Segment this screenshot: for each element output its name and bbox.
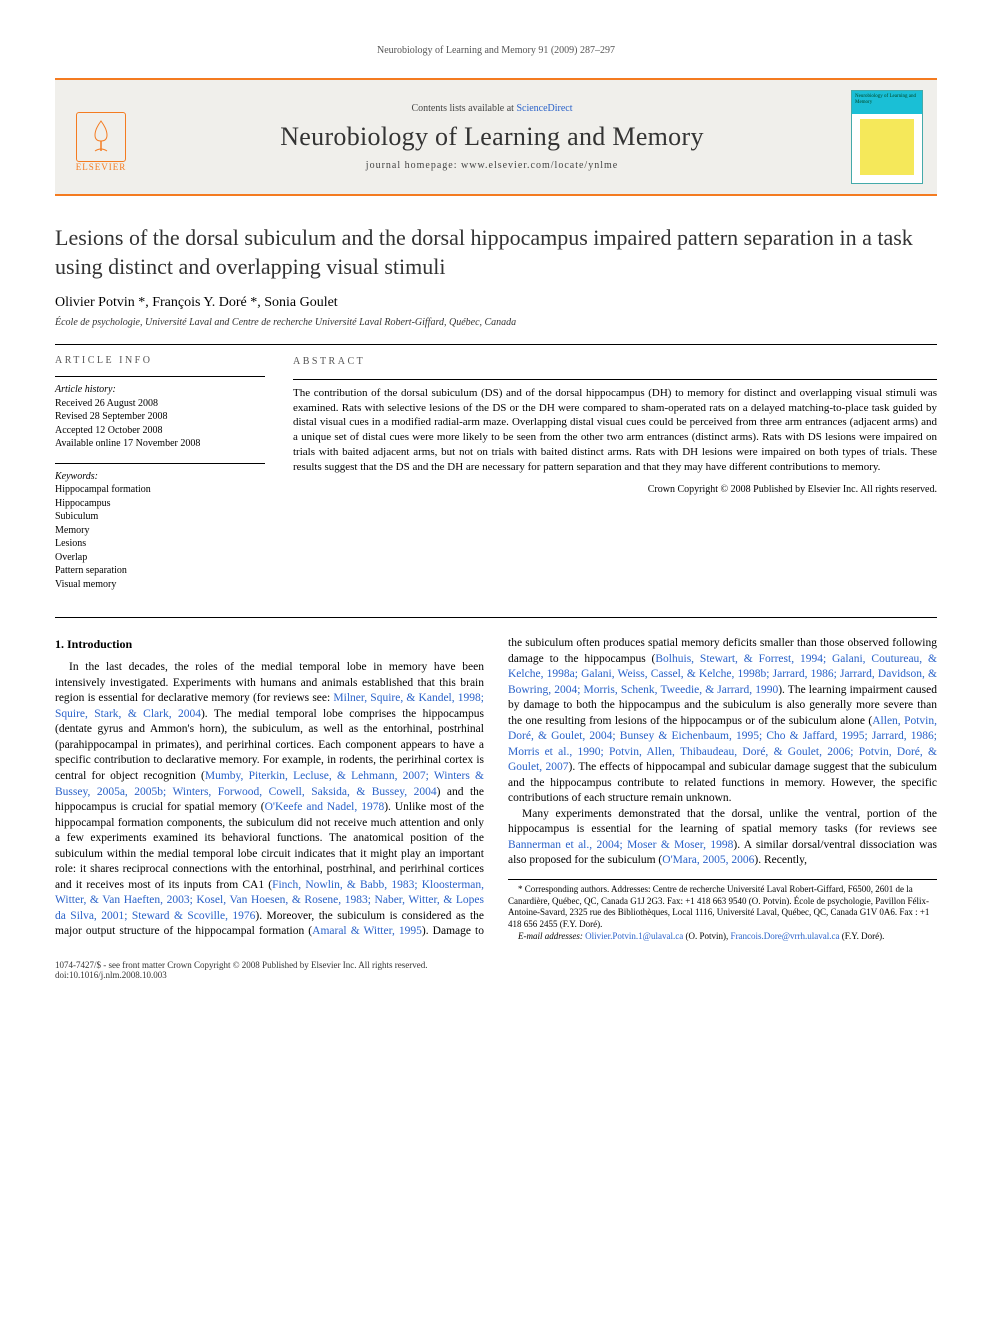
body-text: ). Recently, bbox=[754, 854, 807, 866]
section-rule bbox=[55, 617, 937, 618]
contents-prefix: Contents lists available at bbox=[411, 103, 516, 114]
keyword: Visual memory bbox=[55, 578, 265, 592]
history-line: Revised 28 September 2008 bbox=[55, 410, 265, 424]
article-body: 1. Introduction In the last decades, the… bbox=[55, 636, 937, 942]
citation-link[interactable]: O'Mara, 2005, 2006 bbox=[662, 854, 754, 866]
abstract-label: ABSTRACT bbox=[293, 355, 937, 369]
history-head: Article history: bbox=[55, 383, 265, 397]
journal-cover-thumb: Neurobiology of Learning and Memory bbox=[851, 90, 923, 184]
email-who: (F.Y. Doré). bbox=[839, 931, 884, 941]
corresponding-author-footnote: * Corresponding authors. Addresses: Cent… bbox=[508, 879, 937, 942]
cover-title: Neurobiology of Learning and Memory bbox=[855, 94, 919, 105]
cover-art-icon bbox=[860, 119, 914, 175]
issn-line: 1074-7427/$ - see front matter Crown Cop… bbox=[55, 960, 937, 970]
bottom-meta: 1074-7427/$ - see front matter Crown Cop… bbox=[55, 960, 937, 980]
author-list: Olivier Potvin *, François Y. Doré *, So… bbox=[55, 295, 937, 311]
masthead-center: Contents lists available at ScienceDirec… bbox=[147, 103, 837, 171]
citation-link[interactable]: Amaral & Witter, 1995 bbox=[312, 925, 422, 937]
keyword: Memory bbox=[55, 524, 265, 538]
abstract-copyright: Crown Copyright © 2008 Published by Else… bbox=[293, 483, 937, 497]
article-history: Article history: Received 26 August 2008… bbox=[55, 383, 265, 451]
email-who: (O. Potvin), bbox=[683, 931, 730, 941]
contents-line: Contents lists available at ScienceDirec… bbox=[147, 103, 837, 114]
body-text: Many experiments demonstrated that the d… bbox=[508, 808, 937, 836]
citation-link[interactable]: O'Keefe and Nadel, 1978 bbox=[265, 801, 385, 813]
keyword: Overlap bbox=[55, 551, 265, 565]
keywords-block: Keywords: Hippocampal formation Hippocam… bbox=[55, 470, 265, 592]
affiliation: École de psychologie, Université Laval a… bbox=[55, 317, 937, 328]
journal-masthead: ELSEVIER Contents lists available at Sci… bbox=[55, 78, 937, 196]
journal-name: Neurobiology of Learning and Memory bbox=[147, 122, 837, 152]
keywords-head: Keywords: bbox=[55, 470, 265, 484]
body-paragraph: Many experiments demonstrated that the d… bbox=[508, 807, 937, 869]
history-line: Available online 17 November 2008 bbox=[55, 437, 265, 451]
info-rule bbox=[55, 463, 265, 464]
email-label: E-mail addresses: bbox=[518, 931, 585, 941]
elsevier-logo: ELSEVIER bbox=[69, 102, 133, 172]
elsevier-tree-icon bbox=[76, 112, 126, 162]
article-title: Lesions of the dorsal subiculum and the … bbox=[55, 224, 937, 281]
body-text: ). The effects of hippocampal and subicu… bbox=[508, 761, 937, 804]
article-info-column: ARTICLE INFO Article history: Received 2… bbox=[55, 355, 265, 603]
sciencedirect-link[interactable]: ScienceDirect bbox=[516, 103, 572, 114]
section-heading-intro: 1. Introduction bbox=[55, 636, 484, 652]
info-rule bbox=[55, 376, 265, 377]
body-text: ). Unlike most of the hippocampal format… bbox=[55, 801, 484, 891]
running-head: Neurobiology of Learning and Memory 91 (… bbox=[55, 45, 937, 56]
keyword: Subiculum bbox=[55, 510, 265, 524]
section-rule bbox=[55, 344, 937, 345]
keyword: Pattern separation bbox=[55, 564, 265, 578]
publisher-label: ELSEVIER bbox=[76, 162, 127, 172]
citation-link[interactable]: Bannerman et al., 2004; Moser & Moser, 1… bbox=[508, 839, 733, 851]
keyword: Lesions bbox=[55, 537, 265, 551]
history-line: Received 26 August 2008 bbox=[55, 397, 265, 411]
doi-line: doi:10.1016/j.nlm.2008.10.003 bbox=[55, 970, 937, 980]
footnote-text: * Corresponding authors. Addresses: Cent… bbox=[508, 884, 937, 931]
footnote-emails: E-mail addresses: Olivier.Potvin.1@ulava… bbox=[508, 931, 937, 943]
journal-homepage: journal homepage: www.elsevier.com/locat… bbox=[147, 160, 837, 171]
email-link[interactable]: Francois.Dore@vrrh.ulaval.ca bbox=[730, 931, 839, 941]
abstract-column: ABSTRACT The contribution of the dorsal … bbox=[293, 355, 937, 603]
article-info-label: ARTICLE INFO bbox=[55, 355, 265, 366]
abstract-text: The contribution of the dorsal subiculum… bbox=[293, 386, 937, 475]
keyword: Hippocampus bbox=[55, 497, 265, 511]
email-link[interactable]: Olivier.Potvin.1@ulaval.ca bbox=[585, 931, 683, 941]
abstract-rule bbox=[293, 379, 937, 380]
history-line: Accepted 12 October 2008 bbox=[55, 424, 265, 438]
keyword: Hippocampal formation bbox=[55, 483, 265, 497]
